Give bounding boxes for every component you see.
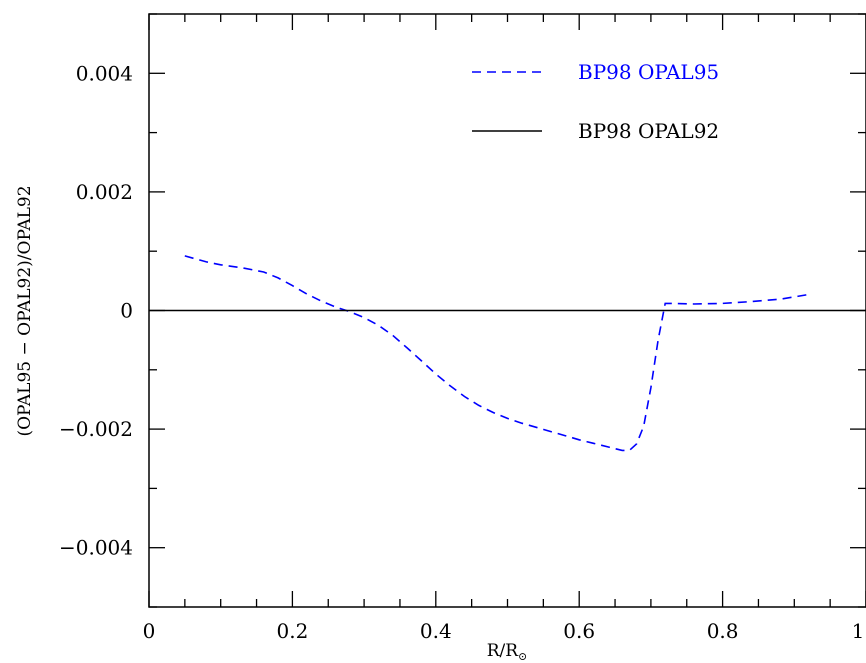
x-tick-label: 0.4 <box>420 619 452 643</box>
x-tick-label: 0 <box>143 619 156 643</box>
series-line-bp98-opal95 <box>184 255 809 452</box>
y-tick-label: 0.002 <box>76 180 133 204</box>
x-tick-label: 0.6 <box>563 619 595 643</box>
x-axis-label: R/R⊙ <box>487 641 528 663</box>
legend: BP98 OPAL95 BP98 OPAL92 <box>472 60 719 143</box>
y-tick-label: −0.004 <box>59 536 133 560</box>
legend-label-bp98-opal95: BP98 OPAL95 <box>578 60 719 84</box>
y-tick-labels: −0.004 −0.002 0 0.002 0.004 <box>59 61 133 559</box>
y-tick-label: 0 <box>120 299 133 323</box>
x-tick-label: 0.2 <box>276 619 308 643</box>
y-tick-label: −0.002 <box>59 417 133 441</box>
x-tick-labels: 0 0.2 0.4 0.6 0.8 1 <box>143 619 865 643</box>
y-axis-label: (OPAL95 − OPAL92)/OPAL92 <box>15 185 35 436</box>
x-tick-label: 0.8 <box>707 619 739 643</box>
legend-label-bp98-opal92: BP98 OPAL92 <box>578 119 719 143</box>
x-axis-label-subscript: ⊙ <box>518 650 527 663</box>
x-axis-label-main: R/R <box>487 641 520 661</box>
x-tick-label: 1 <box>852 619 865 643</box>
y-tick-label: 0.004 <box>76 61 133 85</box>
series-lines <box>149 255 866 452</box>
